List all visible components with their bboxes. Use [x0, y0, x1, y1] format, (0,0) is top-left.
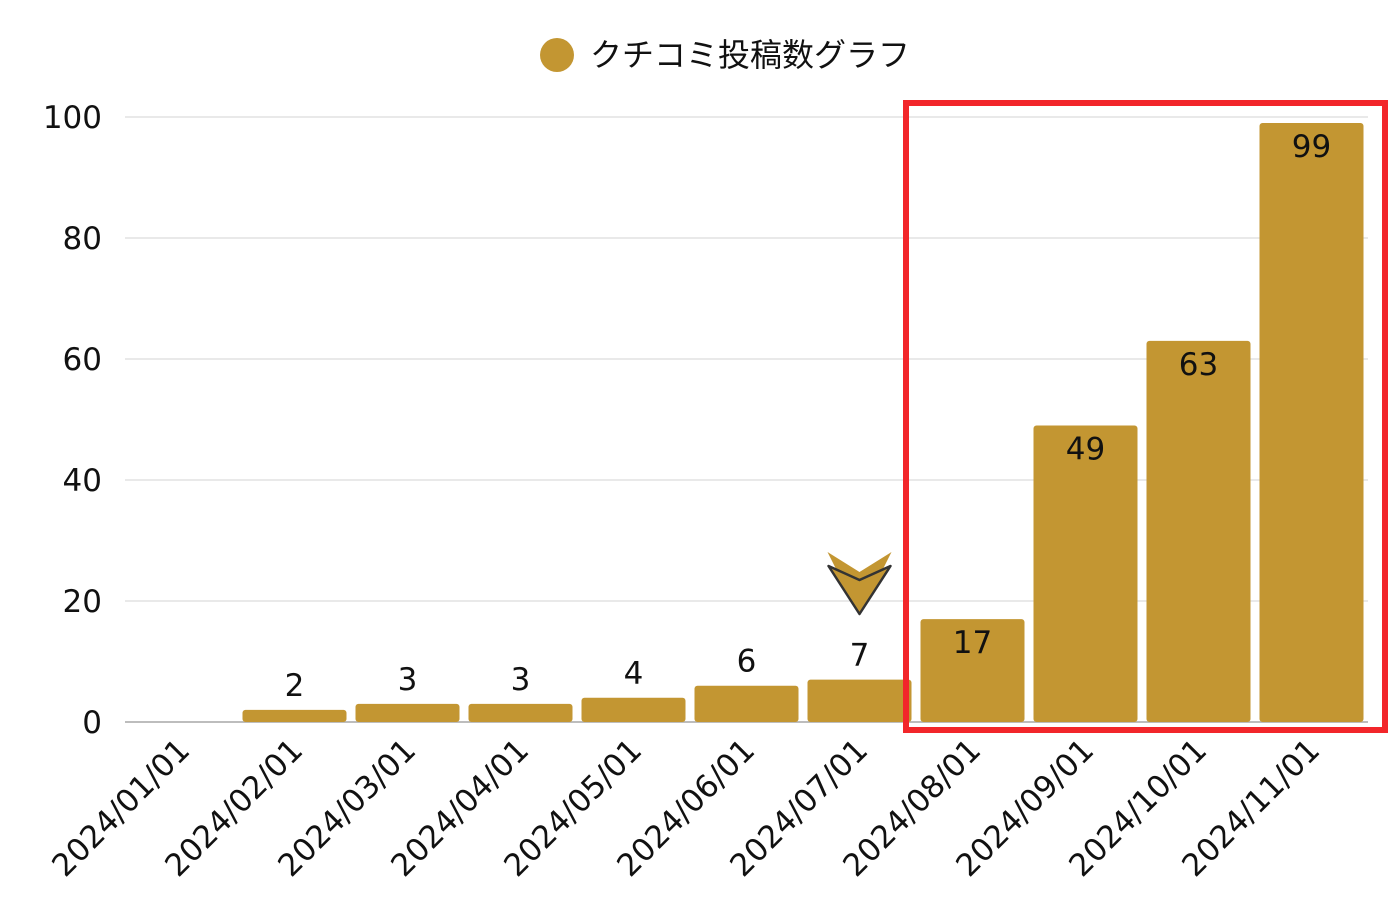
- data-label: 7: [850, 638, 870, 674]
- data-label: 2: [285, 668, 305, 704]
- bar: [355, 703, 460, 722]
- legend-label: クチコミ投稿数グラフ: [590, 36, 910, 74]
- data-label: 4: [624, 656, 644, 692]
- bar: [694, 685, 799, 722]
- bar: [920, 619, 1025, 722]
- data-label: 6: [737, 644, 757, 680]
- chevron-top-shape: [827, 552, 892, 584]
- bar: [242, 709, 347, 722]
- bar: [1033, 425, 1138, 722]
- bar: [1259, 123, 1364, 723]
- annotations: [827, 100, 1388, 733]
- x-axis: 2024/01/012024/02/012024/03/012024/04/01…: [45, 732, 1327, 884]
- data-label: 99: [1292, 129, 1331, 165]
- legend-swatch: [540, 38, 574, 72]
- y-tick-label: 60: [63, 342, 102, 378]
- data-label: 3: [398, 662, 418, 698]
- y-tick-label: 80: [63, 221, 102, 257]
- chevron-down-icon: [827, 552, 892, 616]
- highlight-box: [903, 100, 1388, 733]
- y-tick-label: 20: [63, 584, 102, 620]
- y-tick-label: 0: [82, 705, 102, 741]
- bar: [1146, 340, 1251, 722]
- bars: [242, 123, 1364, 723]
- data-labels: 2 3 3 4 6 7 17 49 63 99: [285, 129, 1332, 704]
- bar: [581, 697, 686, 722]
- data-label: 63: [1179, 347, 1218, 383]
- y-axis: 0 20 40 60 80 100: [43, 100, 102, 741]
- data-label: 49: [1066, 432, 1105, 468]
- y-tick-label: 40: [63, 463, 102, 499]
- bar: [807, 679, 912, 722]
- chevron-point-shape: [827, 564, 892, 616]
- data-label: 3: [511, 662, 531, 698]
- data-label: 17: [953, 625, 992, 661]
- bar: [468, 703, 573, 722]
- legend: クチコミ投稿数グラフ: [540, 36, 910, 74]
- y-tick-label: 100: [43, 100, 102, 136]
